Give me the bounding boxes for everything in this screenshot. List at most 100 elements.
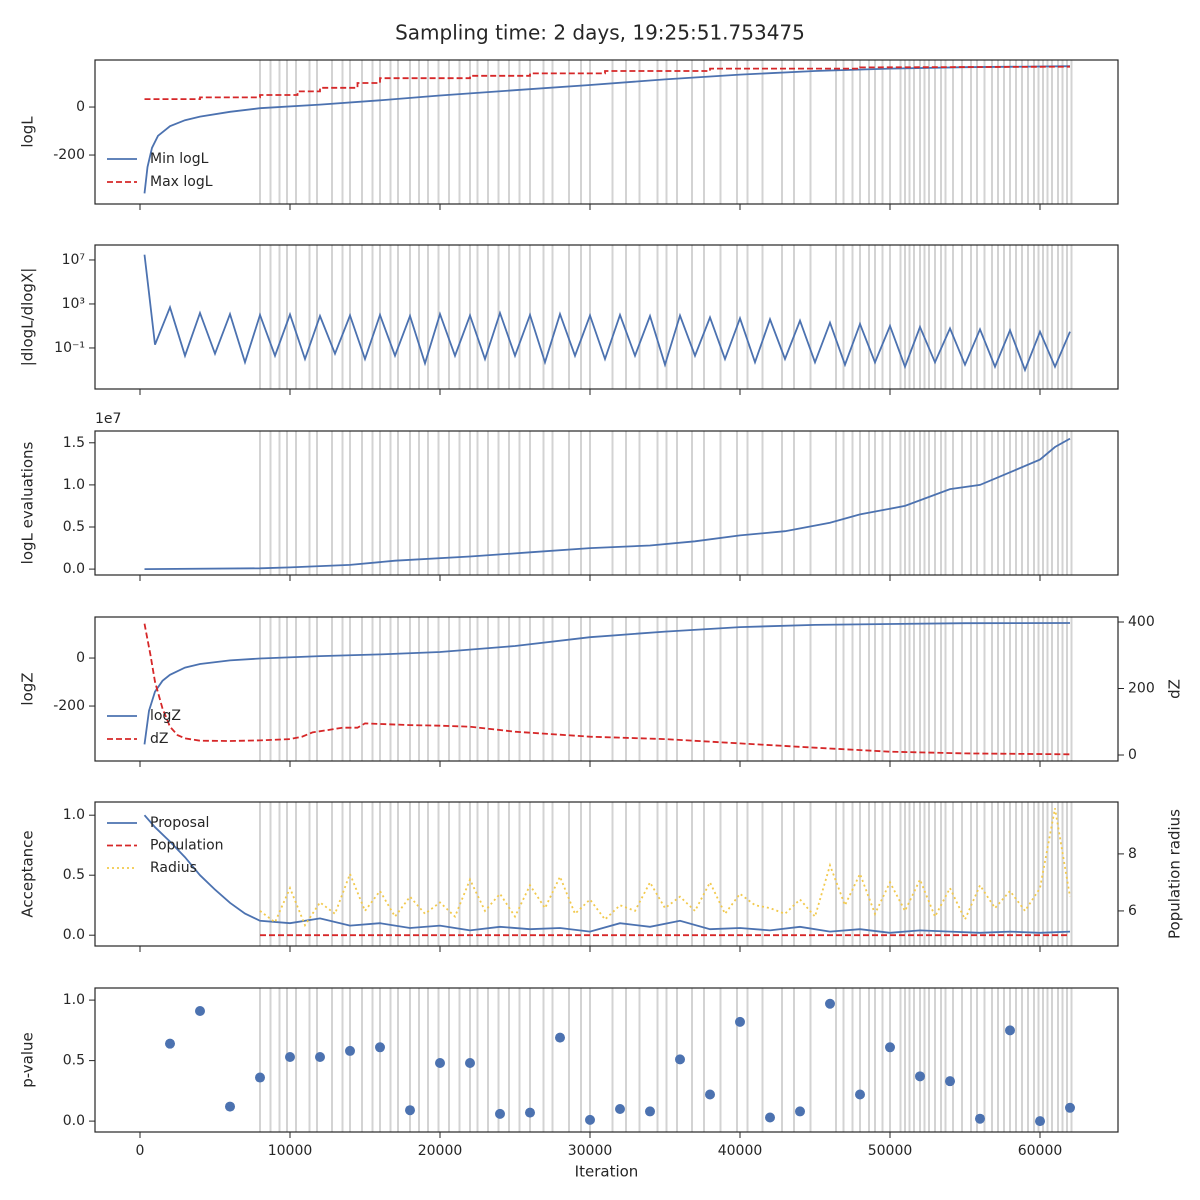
vline — [665, 245, 668, 389]
legend-label: dZ — [150, 731, 168, 747]
vline — [397, 245, 399, 389]
vline — [611, 245, 614, 389]
point — [1005, 1025, 1015, 1036]
vline — [341, 617, 344, 761]
vline — [469, 617, 471, 761]
vline — [427, 617, 429, 761]
vline — [889, 988, 891, 1132]
vline — [371, 617, 374, 761]
vline — [437, 802, 440, 946]
point — [465, 1058, 475, 1069]
vline — [793, 617, 795, 761]
vline — [809, 617, 812, 761]
vline — [1027, 988, 1029, 1132]
vline — [1027, 431, 1029, 575]
vline — [427, 988, 429, 1132]
vline — [269, 60, 272, 204]
vline — [665, 431, 668, 575]
vline — [316, 617, 318, 761]
axes-frame — [94, 59, 1119, 205]
vline — [551, 988, 554, 1132]
vline — [1021, 60, 1023, 204]
vline — [469, 431, 471, 575]
vline — [308, 431, 311, 575]
vline — [476, 431, 479, 575]
vline — [944, 431, 947, 575]
vline — [940, 60, 942, 204]
point — [285, 1051, 295, 1062]
vline — [719, 988, 722, 1132]
point — [615, 1104, 625, 1115]
y-tick-label: 10⁷ — [62, 252, 85, 268]
vline — [625, 617, 627, 761]
vline — [331, 245, 333, 389]
x-tick-label: 20000 — [418, 1143, 463, 1159]
vline — [835, 988, 837, 1132]
vline — [1021, 431, 1023, 575]
vline — [1057, 802, 1059, 946]
vline — [1066, 617, 1068, 761]
y-axis-label: logZ — [19, 672, 37, 705]
point — [825, 998, 835, 1009]
vline — [529, 802, 531, 946]
vline — [611, 617, 614, 761]
vline — [371, 60, 374, 204]
vline — [976, 617, 978, 761]
point — [645, 1106, 655, 1117]
y-tick-label: 0.0 — [63, 927, 85, 943]
vline — [899, 802, 902, 946]
vline — [970, 617, 972, 761]
vline — [851, 802, 854, 946]
vline — [976, 245, 978, 389]
vline — [1070, 802, 1073, 946]
vline — [295, 431, 297, 575]
x-tick-label: 0 — [136, 1143, 145, 1159]
vline — [371, 802, 374, 946]
vline — [1061, 802, 1064, 946]
vline — [389, 988, 392, 1132]
vline — [349, 431, 351, 575]
vline — [397, 60, 399, 204]
vline — [928, 245, 930, 389]
vline — [341, 431, 344, 575]
plot-area — [144, 431, 1073, 575]
vline — [859, 245, 861, 389]
vline — [259, 431, 261, 575]
vline — [1009, 245, 1011, 389]
vline — [1042, 988, 1044, 1132]
vline — [331, 988, 333, 1132]
vline — [656, 431, 659, 575]
vline — [703, 431, 705, 575]
y-tick-label: 1.0 — [63, 477, 85, 493]
vline — [458, 988, 461, 1132]
vline — [1037, 617, 1040, 761]
vline — [703, 617, 705, 761]
vline — [736, 431, 738, 575]
vline — [349, 988, 351, 1132]
vline — [793, 60, 795, 204]
vline — [1061, 245, 1064, 389]
vline — [589, 431, 591, 575]
vline — [1021, 988, 1023, 1132]
vline — [923, 245, 926, 389]
vline — [448, 60, 450, 204]
vline — [316, 431, 318, 575]
vline — [1037, 431, 1040, 575]
vline — [1070, 60, 1073, 204]
vline — [991, 245, 993, 389]
vline — [983, 245, 986, 389]
vline — [656, 617, 659, 761]
vline — [611, 60, 614, 204]
y-tick-label: 0 — [76, 99, 85, 115]
vline — [874, 802, 876, 946]
vline — [476, 245, 479, 389]
line — [143, 814, 1071, 934]
vline — [418, 802, 420, 946]
vline — [919, 617, 921, 761]
vline — [361, 988, 363, 1132]
vline — [908, 431, 911, 575]
vline — [295, 245, 297, 389]
vline — [793, 245, 795, 389]
vline — [638, 245, 641, 389]
x-tick-label: 10000 — [268, 1143, 313, 1159]
